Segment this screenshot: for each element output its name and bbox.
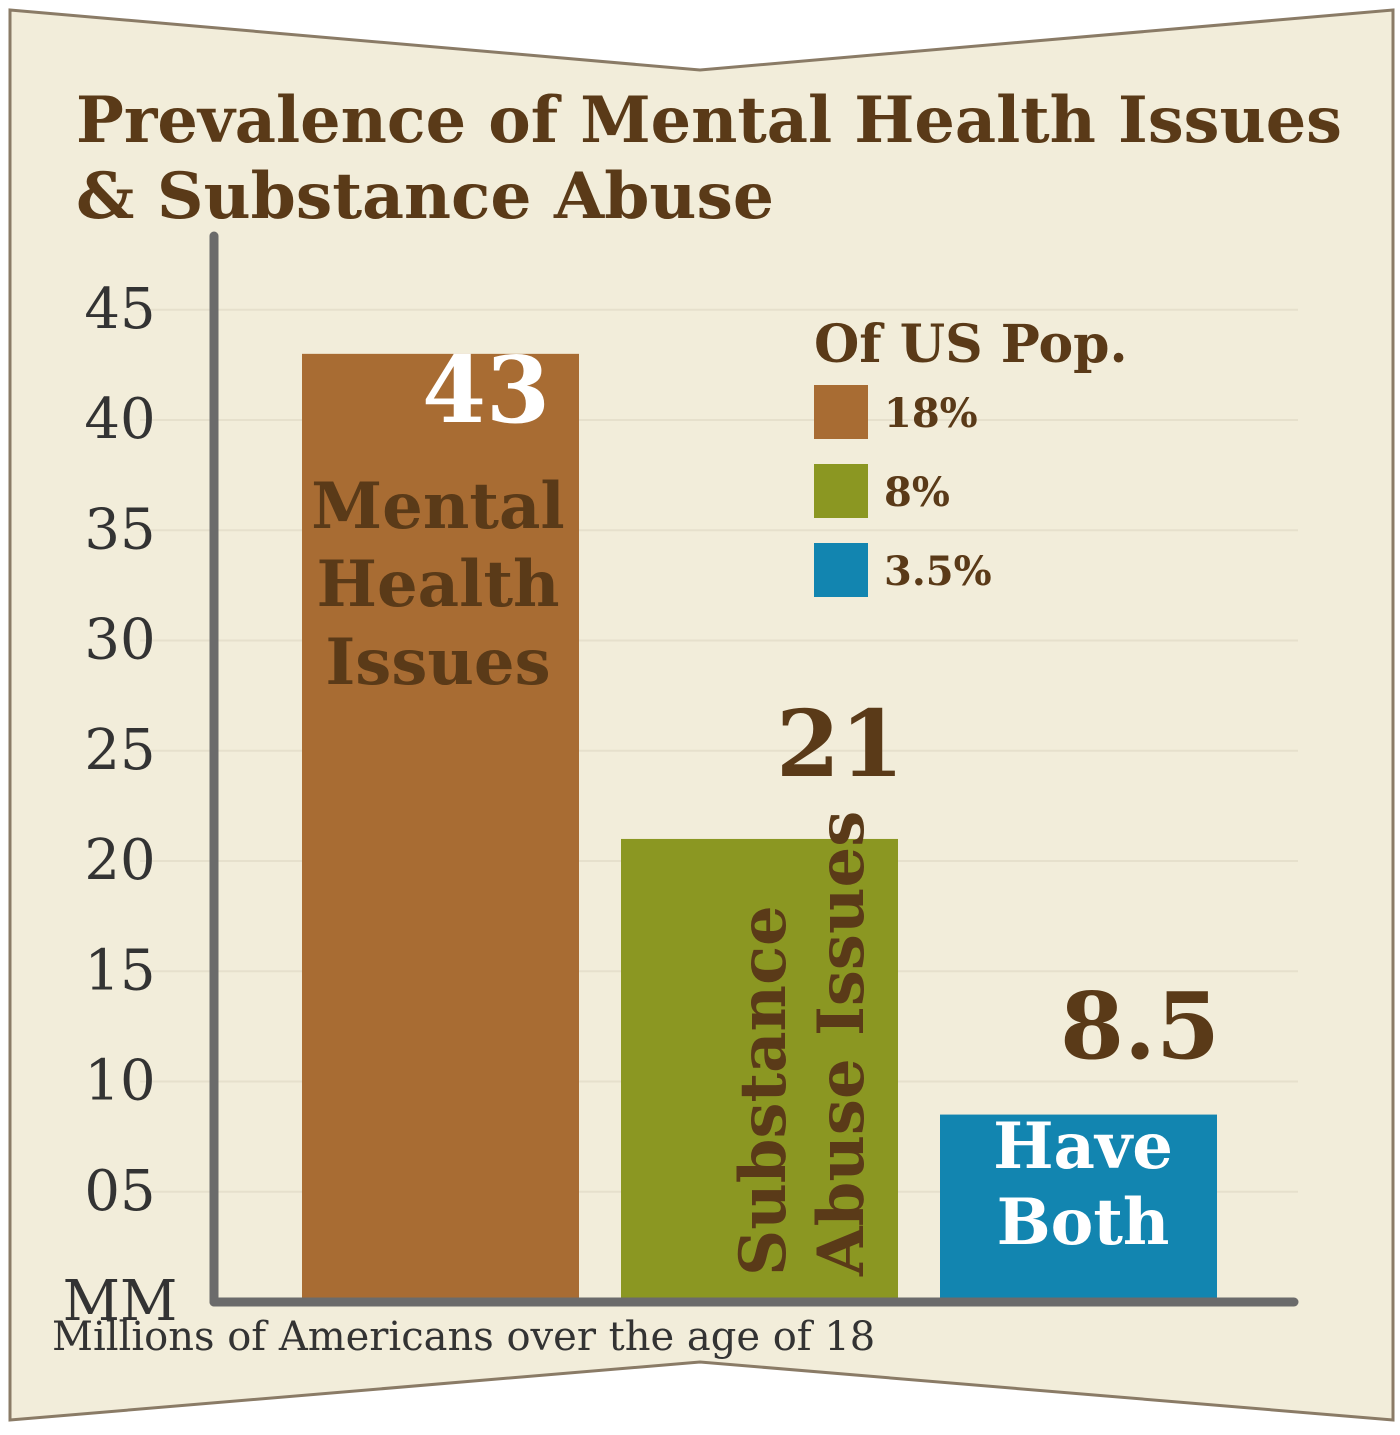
y-axis-tick-labels: MM 05 10 15 20 25 30 35 40 45 [63, 277, 178, 1334]
y-tick-label: 10 [84, 1049, 155, 1114]
legend: Of US Pop. 18% 8% 3.5% [814, 314, 1128, 597]
legend-label: 8% [884, 469, 950, 516]
chart-title: Prevalence of Mental Health Issues& Subs… [76, 83, 1342, 234]
y-tick-label: 40 [84, 387, 155, 452]
y-tick-label: 15 [84, 938, 155, 1003]
bar [940, 1114, 1217, 1302]
y-tick-label: 30 [84, 608, 155, 673]
chart-title-line: & Substance Abuse [76, 159, 774, 234]
y-tick-label: 05 [84, 1159, 155, 1224]
bar [302, 353, 579, 1303]
y-tick-label: MM [63, 1269, 178, 1334]
legend-swatch [814, 543, 868, 597]
legend-title: Of US Pop. [814, 314, 1128, 375]
bar-category-label: Have [993, 1109, 1173, 1184]
axes [209, 231, 1299, 1307]
bar-value-label: 21 [776, 690, 904, 798]
bar-category-label: Issues [325, 625, 550, 700]
y-tick-label: 45 [84, 277, 155, 342]
legend-label: 3.5% [884, 548, 992, 595]
y-tick-label: 35 [84, 497, 155, 562]
bar-category-label-vertical: Substance Abuse Issues [726, 811, 879, 1277]
bar [621, 838, 898, 1302]
legend-swatch [814, 385, 868, 439]
bar-category-label: Abuse Issues [804, 811, 879, 1277]
bar-value-label: 8.5 [1060, 972, 1220, 1080]
chart-title-line: Prevalence of Mental Health Issues [76, 83, 1342, 158]
legend-label: 18% [884, 390, 978, 437]
bar-category-label: Health [316, 547, 559, 622]
bar-value-label: 43 [422, 336, 550, 444]
bar-category-label: Mental [311, 469, 564, 544]
y-tick-label: 25 [84, 718, 155, 783]
legend-swatch [814, 464, 868, 518]
y-tick-label: 20 [84, 828, 155, 893]
bar-category-label: Substance [726, 905, 801, 1276]
x-axis-label: Millions of Americans over the age of 18 [52, 1314, 875, 1360]
bar-category-label: Both [997, 1185, 1170, 1260]
